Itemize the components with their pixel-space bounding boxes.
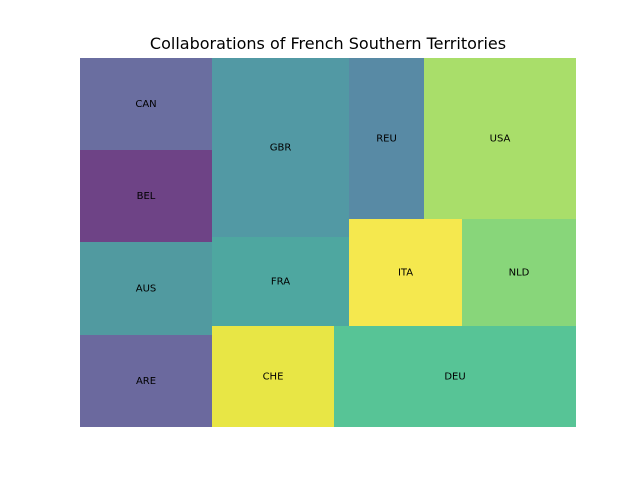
treemap-cell-aus <box>80 242 212 335</box>
treemap-cell-che <box>212 326 334 427</box>
treemap-cell-deu <box>334 326 576 427</box>
treemap-cell-label-can: CAN <box>135 99 156 110</box>
chart-title: Collaborations of French Southern Territ… <box>150 34 506 53</box>
treemap-cell-label-che: CHE <box>263 372 284 383</box>
treemap-cell-are <box>80 335 212 427</box>
treemap-cell-reu <box>349 58 424 219</box>
treemap-cells: CAN BEL AUS ARE GBR FRA CHE REU USA ITA NLD DEU <box>80 58 576 427</box>
treemap-cell-bel <box>80 150 212 242</box>
treemap-cell-label-aus: AUS <box>136 284 157 295</box>
treemap-cell-usa <box>424 58 576 219</box>
treemap-cell-gbr <box>212 58 349 237</box>
treemap-cell-ita <box>349 219 462 326</box>
treemap-cell-can <box>80 58 212 150</box>
treemap-cell-label-are: ARE <box>136 376 156 387</box>
treemap-cell-label-bel: BEL <box>137 191 156 202</box>
treemap-cell-label-ita: ITA <box>398 268 413 279</box>
treemap-cell-label-reu: REU <box>376 134 397 145</box>
treemap-cell-label-deu: DEU <box>444 372 465 383</box>
treemap-cell-label-fra: FRA <box>271 277 290 288</box>
treemap-cell-fra <box>212 237 349 326</box>
treemap-cell-label-gbr: GBR <box>270 143 292 154</box>
treemap-cell-label-usa: USA <box>490 134 511 145</box>
treemap-cell-label-nld: NLD <box>509 268 530 279</box>
treemap-cell-nld <box>462 219 576 326</box>
